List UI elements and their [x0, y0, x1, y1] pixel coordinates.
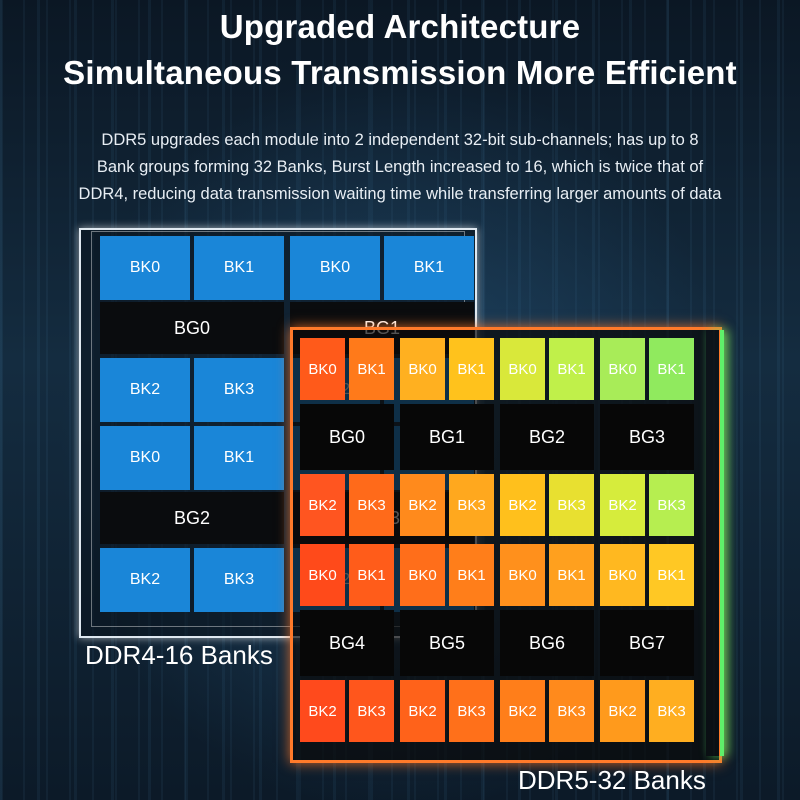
bank-cell: BK1	[384, 236, 474, 300]
bank-cell: BK1	[449, 338, 494, 400]
bank-cell: BK2	[100, 358, 190, 422]
bank-group-bar: BG7	[600, 610, 694, 676]
bank-cell: BK0	[100, 236, 190, 300]
bank-cell: BK2	[500, 474, 545, 536]
bank-cell: BK3	[649, 680, 694, 742]
page-title: Upgraded Architecture	[219, 8, 581, 45]
bank-cell: BK0	[500, 544, 545, 606]
bank-cell: BK2	[600, 680, 645, 742]
bank-cell: BK3	[549, 680, 594, 742]
bank-cell: BK2	[500, 680, 545, 742]
bank-cell: BK3	[649, 474, 694, 536]
bank-cell: BK1	[549, 338, 594, 400]
bank-cell: BK0	[600, 544, 645, 606]
bank-cell: BK1	[649, 544, 694, 606]
bank-cell: BK0	[500, 338, 545, 400]
bank-cell: BK1	[549, 544, 594, 606]
bank-cell: BK3	[449, 474, 494, 536]
bank-cell: BK3	[349, 474, 394, 536]
page-subtitle: Simultaneous Transmission More Efficient	[63, 54, 737, 91]
ddr5-module-frame-edge	[706, 330, 724, 756]
bank-cell: BK3	[349, 680, 394, 742]
bank-cell: BK0	[300, 544, 345, 606]
bank-group-bar: BG3	[600, 404, 694, 470]
bank-cell: BK1	[349, 338, 394, 400]
bank-cell: BK3	[549, 474, 594, 536]
description: DDR5 upgrades each module into 2 indepen…	[20, 127, 780, 208]
bank-group-bar: BG0	[100, 302, 284, 354]
bank-group-bar: BG0	[300, 404, 394, 470]
bank-cell: BK2	[600, 474, 645, 536]
bank-group-bar: BG6	[500, 610, 594, 676]
bank-cell: BK1	[449, 544, 494, 606]
bank-cell: BK2	[400, 474, 445, 536]
bank-cell: BK3	[194, 358, 284, 422]
description-line: Bank groups forming 32 Banks, Burst Leng…	[96, 158, 704, 176]
bank-group-bar: BG5	[400, 610, 494, 676]
bank-group-bar: BG4	[300, 610, 394, 676]
description-line: DDR4, reducing data transmission waiting…	[78, 185, 722, 203]
bank-group-bar: BG2	[500, 404, 594, 470]
bank-cell: BK1	[349, 544, 394, 606]
bank-cell: BK0	[290, 236, 380, 300]
ddr5-label: DDR5-32 Banks	[518, 765, 706, 795]
ddr4-label: DDR4-16 Banks	[85, 640, 273, 670]
bank-cell: BK0	[100, 426, 190, 490]
description-line: DDR5 upgrades each module into 2 indepen…	[101, 131, 699, 149]
bank-cell: BK0	[300, 338, 345, 400]
bank-cell: BK3	[449, 680, 494, 742]
bank-group-bar: BG1	[400, 404, 494, 470]
bank-cell: BK2	[100, 548, 190, 612]
bank-cell: BK2	[300, 680, 345, 742]
bank-cell: BK2	[300, 474, 345, 536]
bank-cell: BK3	[194, 548, 284, 612]
bank-group-bar: BG2	[100, 492, 284, 544]
bank-cell: BK1	[194, 426, 284, 490]
bank-cell: BK0	[600, 338, 645, 400]
bank-cell: BK1	[194, 236, 284, 300]
bank-cell: BK0	[400, 338, 445, 400]
bank-cell: BK2	[400, 680, 445, 742]
bank-cell: BK0	[400, 544, 445, 606]
bank-cell: BK1	[649, 338, 694, 400]
